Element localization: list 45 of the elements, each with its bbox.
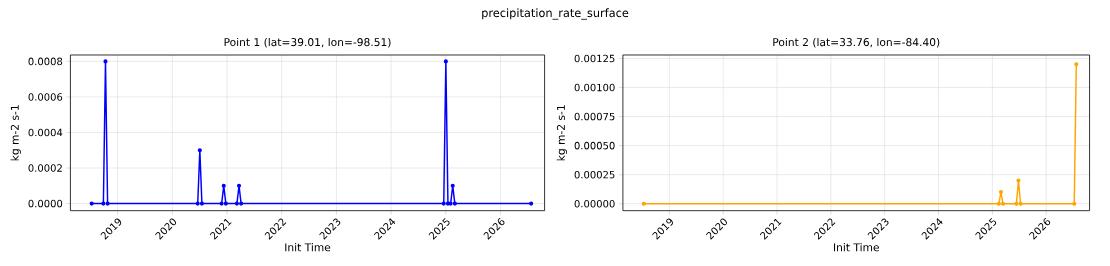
point (103, 59, 108, 64)
x-axis-title: Init Time (285, 243, 331, 252)
point (1016, 178, 1021, 183)
point (105, 201, 110, 206)
point (1074, 62, 1079, 67)
y-tick-label: 0.0004 (28, 128, 63, 137)
y-axis-title: kg m-2 s-1 (10, 105, 21, 161)
point (450, 183, 455, 188)
point (1072, 201, 1077, 206)
y-tick-label: 0.0000 (28, 199, 63, 208)
point (223, 201, 228, 206)
y-tick-label: 0.00025 (574, 170, 615, 179)
point (452, 201, 457, 206)
point (234, 201, 239, 206)
x-axis-title: Init Time (834, 243, 879, 252)
point (1018, 201, 1023, 206)
chart-title: Point 1 (lat=39.01, lon=-98.51) (224, 37, 391, 48)
point (199, 201, 204, 206)
point (195, 201, 200, 206)
y-tick-label: 0.00050 (574, 141, 615, 150)
point (998, 190, 1004, 195)
y-tick-label: 0.0008 (28, 57, 63, 66)
point (236, 183, 242, 188)
point (443, 59, 448, 64)
point (221, 183, 226, 188)
point (89, 201, 94, 206)
point (641, 201, 646, 206)
point (1000, 201, 1006, 206)
y-tick-label: 0.00125 (574, 54, 615, 63)
point (101, 201, 106, 206)
y-tick-label: 0.0006 (28, 93, 63, 101)
point (197, 148, 202, 153)
y-tick-label: 0.00075 (574, 112, 615, 121)
point (1014, 201, 1019, 206)
point (441, 201, 446, 206)
point (239, 201, 244, 206)
point (219, 201, 224, 206)
text: precipitation_rate_surface (482, 8, 629, 20)
y-tick-label: 0.00000 (574, 199, 615, 208)
point (996, 201, 1001, 206)
y-tick-label: 0.0002 (28, 164, 62, 172)
point (529, 201, 534, 206)
chart-title: Point 2 (lat=33.76, lon=-84.40) (773, 37, 940, 48)
y-axis-title: kg m-2 s-1 (556, 105, 568, 161)
y-tick-label: 0.00100 (574, 83, 615, 92)
